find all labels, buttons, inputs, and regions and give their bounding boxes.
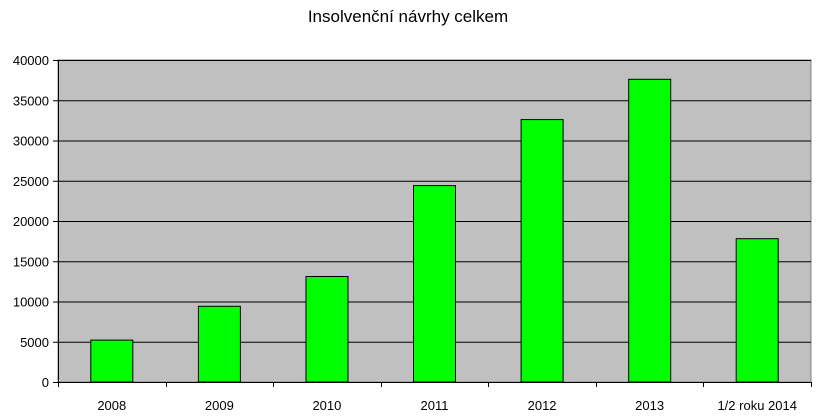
x-axis-ticks: 2008 2009 2010 2011 2012 2013 1/2 roku 2014: [58, 382, 812, 413]
x-tick-label: 2012: [528, 398, 557, 413]
x-tick-label: 2010: [312, 398, 341, 413]
gridlines: [58, 60, 811, 343]
y-tick-label: 0: [42, 375, 49, 390]
bar-2011: [413, 185, 456, 383]
bar-2012: [520, 119, 564, 383]
y-tick-label: 40000: [13, 53, 49, 68]
y-tick-label: 10000: [13, 295, 49, 310]
y-tick-label: 20000: [13, 214, 49, 229]
y-tick-label: 35000: [13, 93, 49, 108]
bar-2009: [197, 305, 241, 383]
bar-2013: [628, 78, 672, 383]
y-axis-ticks: 0 5000 10000 15000 20000 25000 30000 35000 40000: [13, 53, 58, 390]
axes: [58, 60, 811, 383]
y-tick-label: 30000: [13, 134, 49, 149]
y-tick-label: 5000: [20, 335, 49, 350]
bar-2010: [305, 276, 349, 383]
x-tick-label: 1/2 roku 2014: [717, 398, 797, 413]
x-tick-label: 2013: [635, 398, 664, 413]
x-tick-label: 2009: [205, 398, 234, 413]
bar-1/2 roku 2014: [735, 238, 779, 383]
chart-title: Insolvenční návrhy celkem: [308, 7, 508, 26]
x-tick-label: 2011: [421, 398, 449, 413]
bar-2008: [90, 339, 134, 383]
y-tick-label: 15000: [13, 254, 49, 269]
x-tick-label: 2008: [97, 398, 126, 413]
bars: [90, 78, 779, 383]
y-tick-label: 25000: [13, 174, 49, 189]
